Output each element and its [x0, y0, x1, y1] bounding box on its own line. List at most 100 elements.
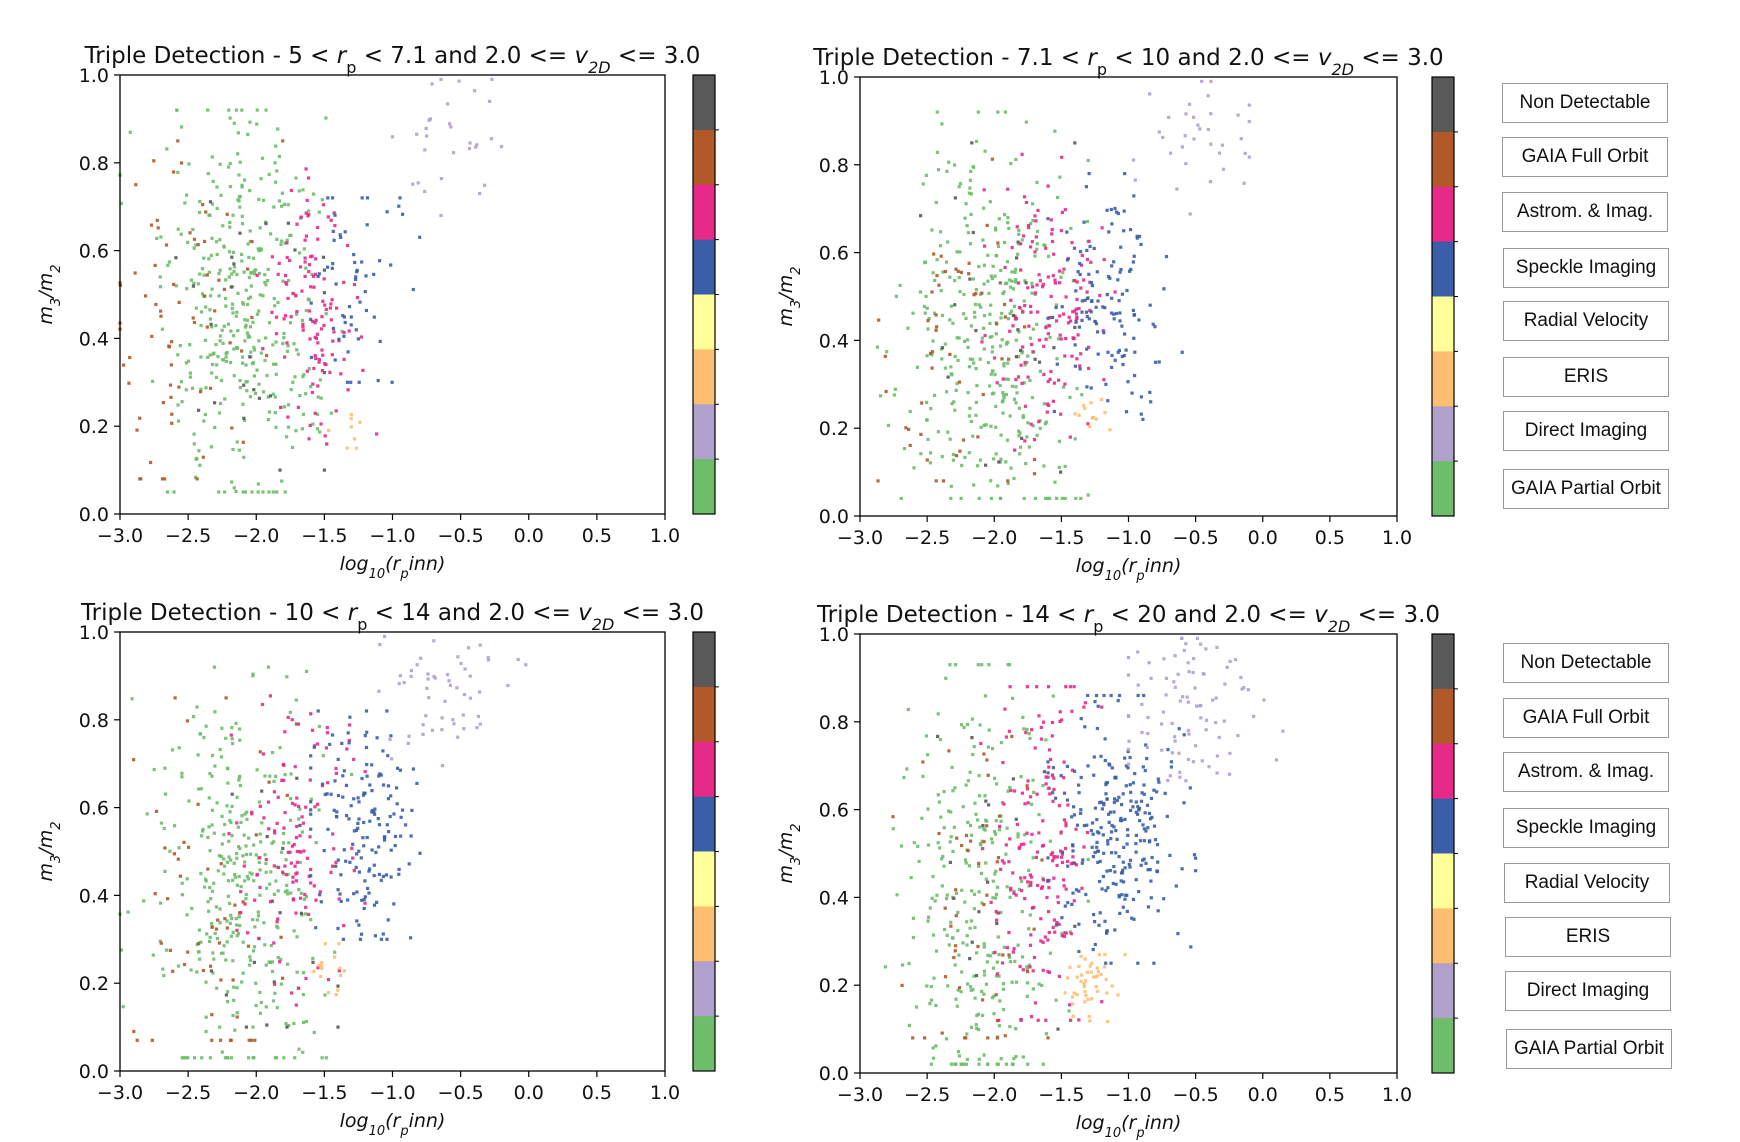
point-non-detectable: [213, 401, 217, 405]
point-speckle-imaging: [1180, 867, 1184, 871]
point-gaia-partial-orbit: [285, 238, 289, 242]
point-speckle-imaging: [1162, 287, 1166, 291]
point-astrom-imag-: [1076, 333, 1080, 337]
point-gaia-partial-orbit: [208, 1056, 212, 1060]
point-speckle-imaging: [1071, 844, 1075, 848]
point-astrom-imag-: [1037, 273, 1041, 277]
point-gaia-partial-orbit: [235, 986, 239, 990]
point-speckle-imaging: [340, 741, 344, 745]
point-gaia-partial-orbit: [244, 323, 248, 327]
point-gaia-partial-orbit: [1027, 732, 1031, 736]
legend-item: GAIA Partial Orbit: [1503, 469, 1669, 509]
point-gaia-partial-orbit: [940, 857, 944, 861]
point-gaia-full-orbit: [197, 941, 201, 946]
point-gaia-partial-orbit: [969, 988, 973, 992]
point-speckle-imaging: [1078, 250, 1083, 254]
point-gaia-partial-orbit: [1044, 420, 1048, 424]
point-gaia-partial-orbit: [248, 852, 253, 856]
point-gaia-partial-orbit: [222, 244, 226, 248]
point-direct-imaging: [1214, 696, 1218, 700]
point-direct-imaging: [1218, 151, 1222, 155]
point-gaia-partial-orbit: [982, 969, 987, 973]
point-gaia-partial-orbit: [984, 861, 988, 865]
point-gaia-full-orbit: [954, 267, 958, 271]
point-astrom-imag-: [304, 905, 308, 909]
point-direct-imaging: [1136, 650, 1140, 654]
point-gaia-partial-orbit: [967, 451, 971, 455]
point-gaia-partial-orbit: [924, 173, 928, 177]
point-speckle-imaging: [372, 315, 376, 319]
point-astrom-imag-: [1026, 375, 1030, 379]
point-gaia-partial-orbit: [929, 407, 933, 411]
point-gaia-partial-orbit: [288, 234, 292, 238]
point-gaia-partial-orbit: [200, 834, 204, 838]
point-gaia-partial-orbit: [1023, 833, 1027, 837]
point-gaia-partial-orbit: [190, 906, 194, 910]
point-astrom-imag-: [295, 849, 299, 853]
point-speckle-imaging: [1132, 313, 1136, 317]
point-gaia-full-orbit: [996, 241, 1000, 245]
point-gaia-partial-orbit: [262, 921, 266, 925]
point-speckle-imaging: [1153, 838, 1158, 842]
point-direct-imaging: [1146, 731, 1150, 736]
point-astrom-imag-: [1035, 283, 1039, 287]
point-speckle-imaging: [326, 265, 330, 269]
point-speckle-imaging: [1072, 246, 1077, 250]
point-speckle-imaging: [1144, 743, 1148, 747]
point-gaia-partial-orbit: [955, 381, 959, 386]
point-speckle-imaging: [319, 900, 323, 904]
point-gaia-full-orbit: [877, 318, 881, 322]
point-gaia-partial-orbit: [969, 169, 973, 173]
point-gaia-partial-orbit: [229, 820, 233, 824]
point-direct-imaging: [1194, 744, 1198, 748]
point-direct-imaging: [1199, 642, 1203, 646]
point-speckle-imaging: [1112, 312, 1116, 316]
x-tick-label: 0.5: [582, 525, 612, 547]
point-astrom-imag-: [1023, 802, 1027, 806]
point-astrom-imag-: [1032, 955, 1037, 960]
point-gaia-full-orbit: [963, 1036, 967, 1040]
point-gaia-partial-orbit: [295, 348, 299, 352]
point-gaia-full-orbit: [163, 477, 167, 481]
point-gaia-partial-orbit: [185, 193, 189, 197]
point-astrom-imag-: [1044, 1018, 1048, 1022]
point-gaia-full-orbit: [210, 1013, 214, 1017]
point-gaia-partial-orbit: [172, 490, 176, 494]
point-speckle-imaging: [1116, 350, 1120, 354]
point-gaia-partial-orbit: [238, 160, 242, 164]
point-gaia-partial-orbit: [949, 372, 953, 376]
point-speckle-imaging: [418, 235, 422, 239]
point-gaia-partial-orbit: [305, 669, 309, 673]
point-astrom-imag-: [1047, 786, 1051, 790]
point-eris: [1090, 961, 1094, 965]
point-astrom-imag-: [350, 846, 354, 850]
point-gaia-partial-orbit: [211, 971, 215, 975]
point-gaia-partial-orbit: [945, 897, 949, 901]
x-tick-label: −3.0: [837, 1084, 883, 1106]
point-gaia-partial-orbit: [952, 400, 956, 404]
point-gaia-partial-orbit: [222, 944, 226, 948]
point-speckle-imaging: [357, 800, 361, 804]
point-eris: [354, 446, 359, 450]
point-gaia-full-orbit: [219, 862, 223, 866]
point-direct-imaging: [456, 655, 460, 659]
point-astrom-imag-: [1050, 773, 1054, 777]
point-gaia-partial-orbit: [285, 883, 289, 887]
point-gaia-partial-orbit: [1028, 336, 1032, 340]
point-astrom-imag-: [1055, 863, 1059, 867]
point-gaia-full-orbit: [159, 314, 163, 318]
point-gaia-partial-orbit: [309, 385, 313, 389]
point-gaia-partial-orbit: [311, 422, 315, 426]
point-speckle-imaging: [1081, 858, 1085, 862]
point-gaia-partial-orbit: [999, 316, 1003, 320]
point-gaia-partial-orbit: [285, 889, 289, 893]
point-gaia-partial-orbit: [242, 833, 246, 837]
point-gaia-partial-orbit: [1063, 464, 1067, 468]
point-gaia-partial-orbit: [994, 404, 998, 409]
x-tick-label: −2.5: [165, 1082, 211, 1104]
point-gaia-partial-orbit: [971, 752, 975, 757]
point-non-detectable: [191, 284, 195, 288]
point-gaia-partial-orbit: [1035, 242, 1039, 246]
point-gaia-partial-orbit: [249, 271, 253, 275]
point-eris: [1063, 991, 1067, 995]
